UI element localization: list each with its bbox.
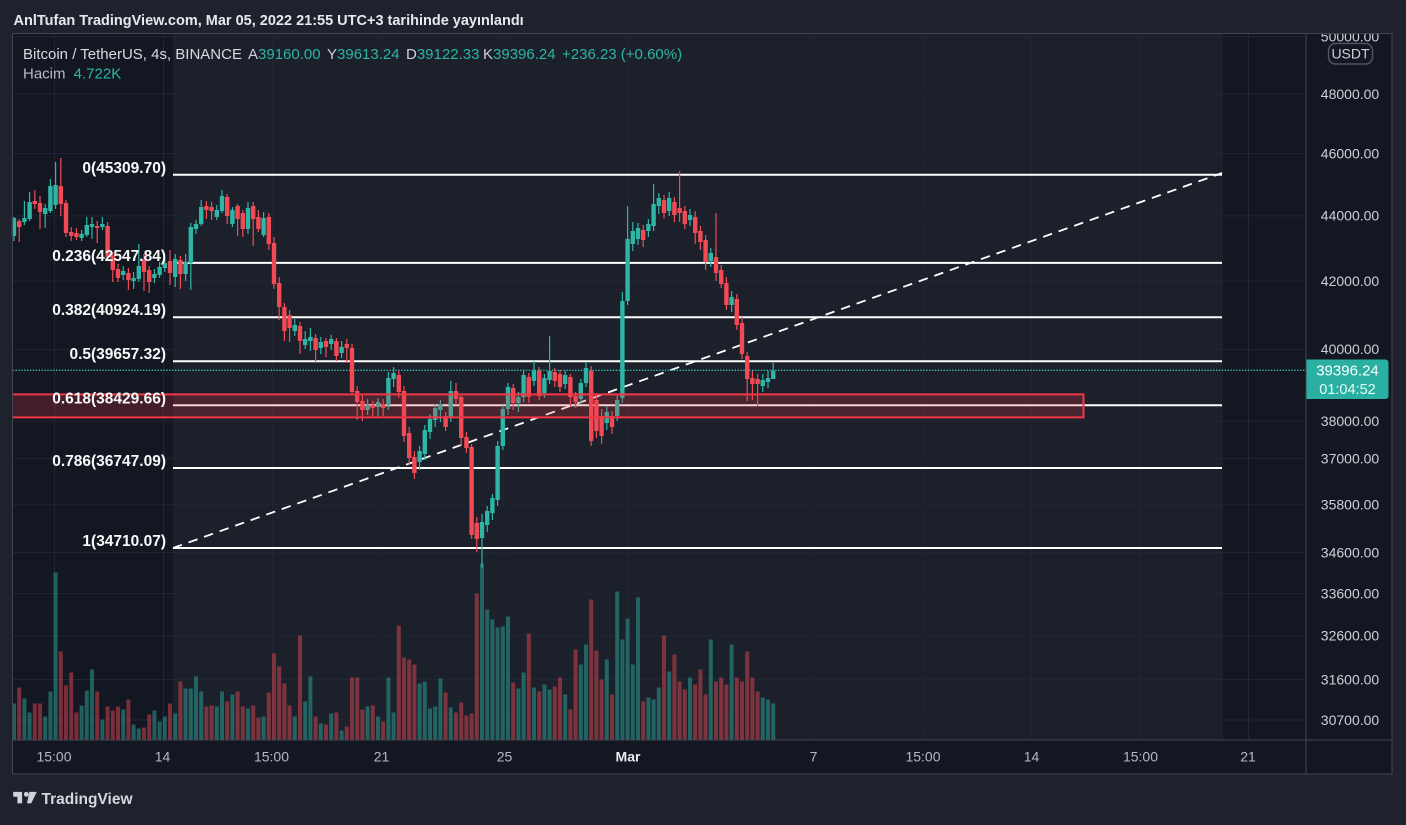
svg-text:42000.00: 42000.00 xyxy=(1321,273,1380,289)
svg-text:0.618(38429.66): 0.618(38429.66) xyxy=(52,390,166,407)
svg-text:+236.23 (+0.60%): +236.23 (+0.60%) xyxy=(562,46,682,63)
svg-text:K39396.24: K39396.24 xyxy=(483,46,556,63)
svg-text:15:00: 15:00 xyxy=(1123,749,1158,765)
svg-text:AnlTufan TradingView.com, Mar: AnlTufan TradingView.com, Mar 05, 2022 2… xyxy=(14,13,524,29)
svg-text:33600.00: 33600.00 xyxy=(1321,585,1380,601)
svg-text:0.236(42547.84): 0.236(42547.84) xyxy=(52,248,166,265)
svg-text:14: 14 xyxy=(1024,749,1040,765)
svg-text:31600.00: 31600.00 xyxy=(1321,671,1380,687)
svg-text:46000.00: 46000.00 xyxy=(1321,145,1380,161)
svg-text:32600.00: 32600.00 xyxy=(1321,628,1380,644)
svg-text:38000.00: 38000.00 xyxy=(1321,413,1380,429)
svg-text:A39160.00: A39160.00 xyxy=(248,46,321,63)
svg-text:Bitcoin / TetherUS, 4s, BINANC: Bitcoin / TetherUS, 4s, BINANCE xyxy=(23,46,242,63)
svg-text:44000.00: 44000.00 xyxy=(1321,208,1380,224)
svg-text:7: 7 xyxy=(810,749,818,765)
svg-text:15:00: 15:00 xyxy=(905,749,940,765)
svg-text:35800.00: 35800.00 xyxy=(1321,497,1380,513)
svg-text:48000.00: 48000.00 xyxy=(1321,86,1380,102)
svg-text:21: 21 xyxy=(1240,749,1256,765)
svg-text:D39122.33: D39122.33 xyxy=(406,46,479,63)
svg-text:Y39613.24: Y39613.24 xyxy=(327,46,400,63)
svg-text:34600.00: 34600.00 xyxy=(1321,544,1380,560)
svg-text:37000.00: 37000.00 xyxy=(1321,450,1380,466)
svg-text:15:00: 15:00 xyxy=(254,749,289,765)
svg-text:40000.00: 40000.00 xyxy=(1321,341,1380,357)
svg-text:14: 14 xyxy=(155,749,171,765)
svg-text:50000.00: 50000.00 xyxy=(1321,29,1380,45)
svg-text:25: 25 xyxy=(497,749,513,765)
svg-text:0(45309.70): 0(45309.70) xyxy=(82,160,166,177)
svg-text:01:04:52: 01:04:52 xyxy=(1319,382,1375,398)
svg-text:USDT: USDT xyxy=(1331,46,1370,62)
svg-text:0.5(39657.32): 0.5(39657.32) xyxy=(69,346,166,363)
svg-text:0.382(40924.19): 0.382(40924.19) xyxy=(52,302,166,319)
svg-text:39396.24: 39396.24 xyxy=(1316,362,1379,379)
svg-text:0.786(36747.09): 0.786(36747.09) xyxy=(52,453,166,470)
svg-text:TradingView: TradingView xyxy=(42,791,134,808)
svg-text:30700.00: 30700.00 xyxy=(1321,712,1380,728)
svg-text:Mar: Mar xyxy=(616,749,641,765)
svg-text:21: 21 xyxy=(374,749,390,765)
svg-text:1(34710.07): 1(34710.07) xyxy=(82,533,166,550)
svg-text:15:00: 15:00 xyxy=(36,749,71,765)
